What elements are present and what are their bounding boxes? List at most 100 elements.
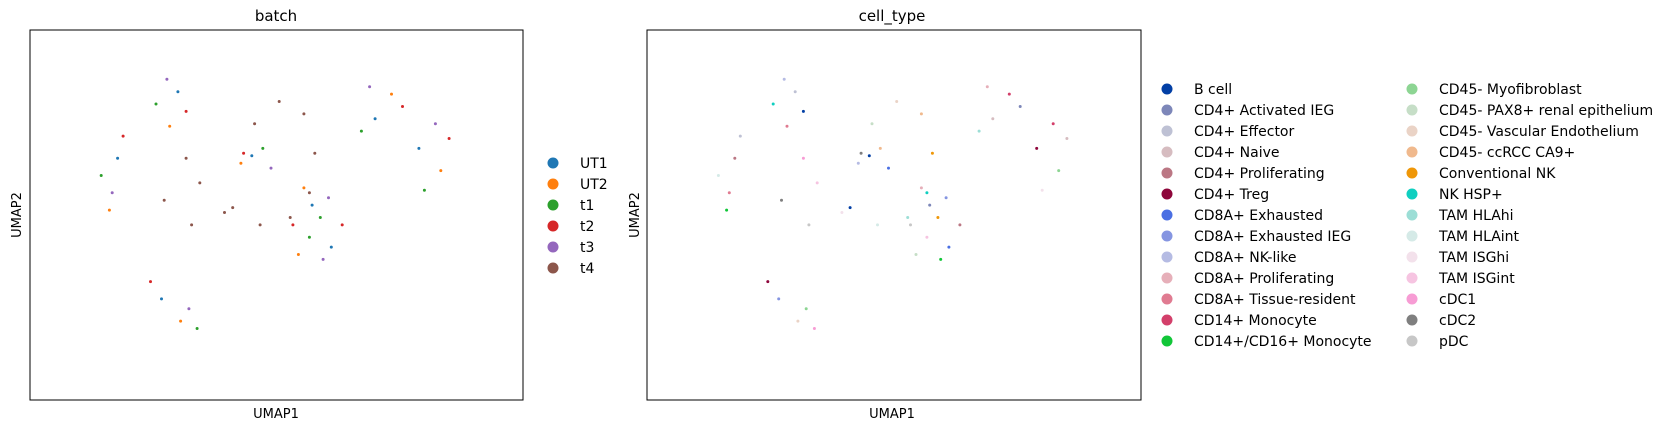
legend-marker — [1161, 230, 1173, 242]
legend-marker — [1406, 167, 1418, 179]
legend-label: CD8A+ Proliferating — [1194, 271, 1334, 287]
data-point — [780, 198, 783, 202]
data-point — [1057, 169, 1061, 173]
data-point — [313, 151, 317, 155]
data-point — [785, 124, 789, 128]
data-point — [733, 156, 737, 160]
data-point — [796, 319, 800, 323]
legend-label: B cell — [1194, 82, 1232, 98]
legend-item: t2 — [547, 219, 594, 235]
legend-item: UT2 — [547, 177, 608, 193]
legend-item: TAM HLAint — [1406, 229, 1520, 245]
data-point — [242, 151, 246, 155]
data-point — [417, 146, 421, 150]
legend-marker — [1161, 167, 1173, 179]
data-point — [258, 223, 262, 227]
legend-marker — [1161, 272, 1173, 284]
legend-marker — [1406, 125, 1418, 137]
batch-plot-frame — [29, 29, 524, 401]
data-point — [944, 196, 948, 200]
legend-item: CD45- Vascular Endothelium — [1406, 124, 1639, 140]
data-point — [359, 129, 363, 133]
data-point — [1051, 122, 1055, 126]
legend-item: CD8A+ Proliferating — [1161, 271, 1334, 287]
data-point — [876, 223, 879, 227]
legend-item: t1 — [547, 198, 594, 214]
data-point — [277, 100, 281, 103]
data-point — [318, 216, 322, 219]
data-point — [870, 122, 874, 126]
legend-marker — [1406, 83, 1418, 95]
data-point — [859, 151, 863, 155]
legend-marker — [1406, 104, 1418, 116]
data-point — [190, 223, 194, 227]
legend-label: Conventional NK — [1439, 166, 1556, 182]
legend-item: cDC1 — [1406, 292, 1476, 308]
data-point — [991, 117, 995, 121]
legend-marker — [547, 241, 559, 253]
legend-item: CD4+ Proliferating — [1161, 166, 1325, 182]
data-point — [777, 297, 781, 301]
data-point — [958, 223, 962, 227]
data-point — [439, 169, 443, 173]
legend-item: UT1 — [547, 156, 608, 172]
data-point — [840, 211, 844, 214]
legend-marker — [1161, 293, 1173, 305]
batch-xlabel: UMAP1 — [253, 407, 299, 422]
data-point — [390, 92, 393, 96]
legend-marker — [1161, 104, 1173, 116]
data-point — [447, 137, 451, 140]
legend-item: t4 — [547, 261, 594, 277]
data-point — [307, 191, 311, 195]
legend-item: CD8A+ Tissue-resident — [1161, 292, 1356, 308]
legend-label: TAM HLAint — [1438, 229, 1520, 245]
legend-label: CD8A+ Exhausted IEG — [1194, 229, 1351, 245]
data-point — [930, 151, 934, 155]
legend-label: CD4+ Effector — [1194, 124, 1295, 140]
legend-item: cDC2 — [1406, 313, 1476, 329]
legend-item: B cell — [1161, 82, 1232, 98]
data-point — [187, 307, 191, 311]
cell-type-scatter-points — [716, 77, 1069, 330]
legend-label: CD8A+ Exhausted — [1194, 208, 1323, 224]
legend-marker — [1161, 146, 1173, 158]
legend-marker — [547, 157, 559, 169]
cell-type-xlabel: UMAP1 — [869, 407, 915, 422]
data-point — [302, 112, 306, 116]
data-point — [1040, 188, 1044, 192]
legend-item: TAM ISGint — [1406, 271, 1515, 287]
legend-marker — [1161, 251, 1173, 263]
data-point — [801, 109, 805, 113]
data-point — [302, 186, 306, 190]
legend-label: cDC1 — [1439, 292, 1476, 308]
legend-label: t2 — [580, 219, 594, 235]
data-point — [179, 319, 183, 323]
legend-marker — [1161, 188, 1173, 200]
data-point — [184, 156, 188, 160]
data-point — [801, 156, 805, 160]
legend-item: TAM HLAhi — [1406, 208, 1514, 224]
data-point — [807, 223, 811, 227]
data-point — [165, 77, 169, 81]
legend-marker — [547, 262, 559, 274]
legend-marker — [1161, 83, 1173, 95]
legend-marker — [1406, 272, 1418, 284]
data-point — [939, 257, 943, 261]
data-point — [977, 129, 981, 133]
data-point — [716, 174, 720, 177]
legend-label: CD45- PAX8+ renal epithelium — [1439, 103, 1653, 119]
data-point — [727, 191, 731, 195]
legend-label: CD45- Myofibroblast — [1439, 82, 1582, 98]
data-point — [422, 188, 426, 192]
legend-marker — [1406, 146, 1418, 158]
legend-item: CD4+ Naive — [1161, 145, 1279, 161]
data-point — [1065, 137, 1069, 140]
data-point — [895, 100, 899, 103]
legend-marker — [547, 220, 559, 232]
data-point — [121, 134, 125, 138]
data-point — [433, 122, 437, 126]
legend-label: TAM ISGhi — [1438, 250, 1509, 266]
data-point — [223, 211, 226, 214]
legend-marker — [1406, 251, 1418, 263]
